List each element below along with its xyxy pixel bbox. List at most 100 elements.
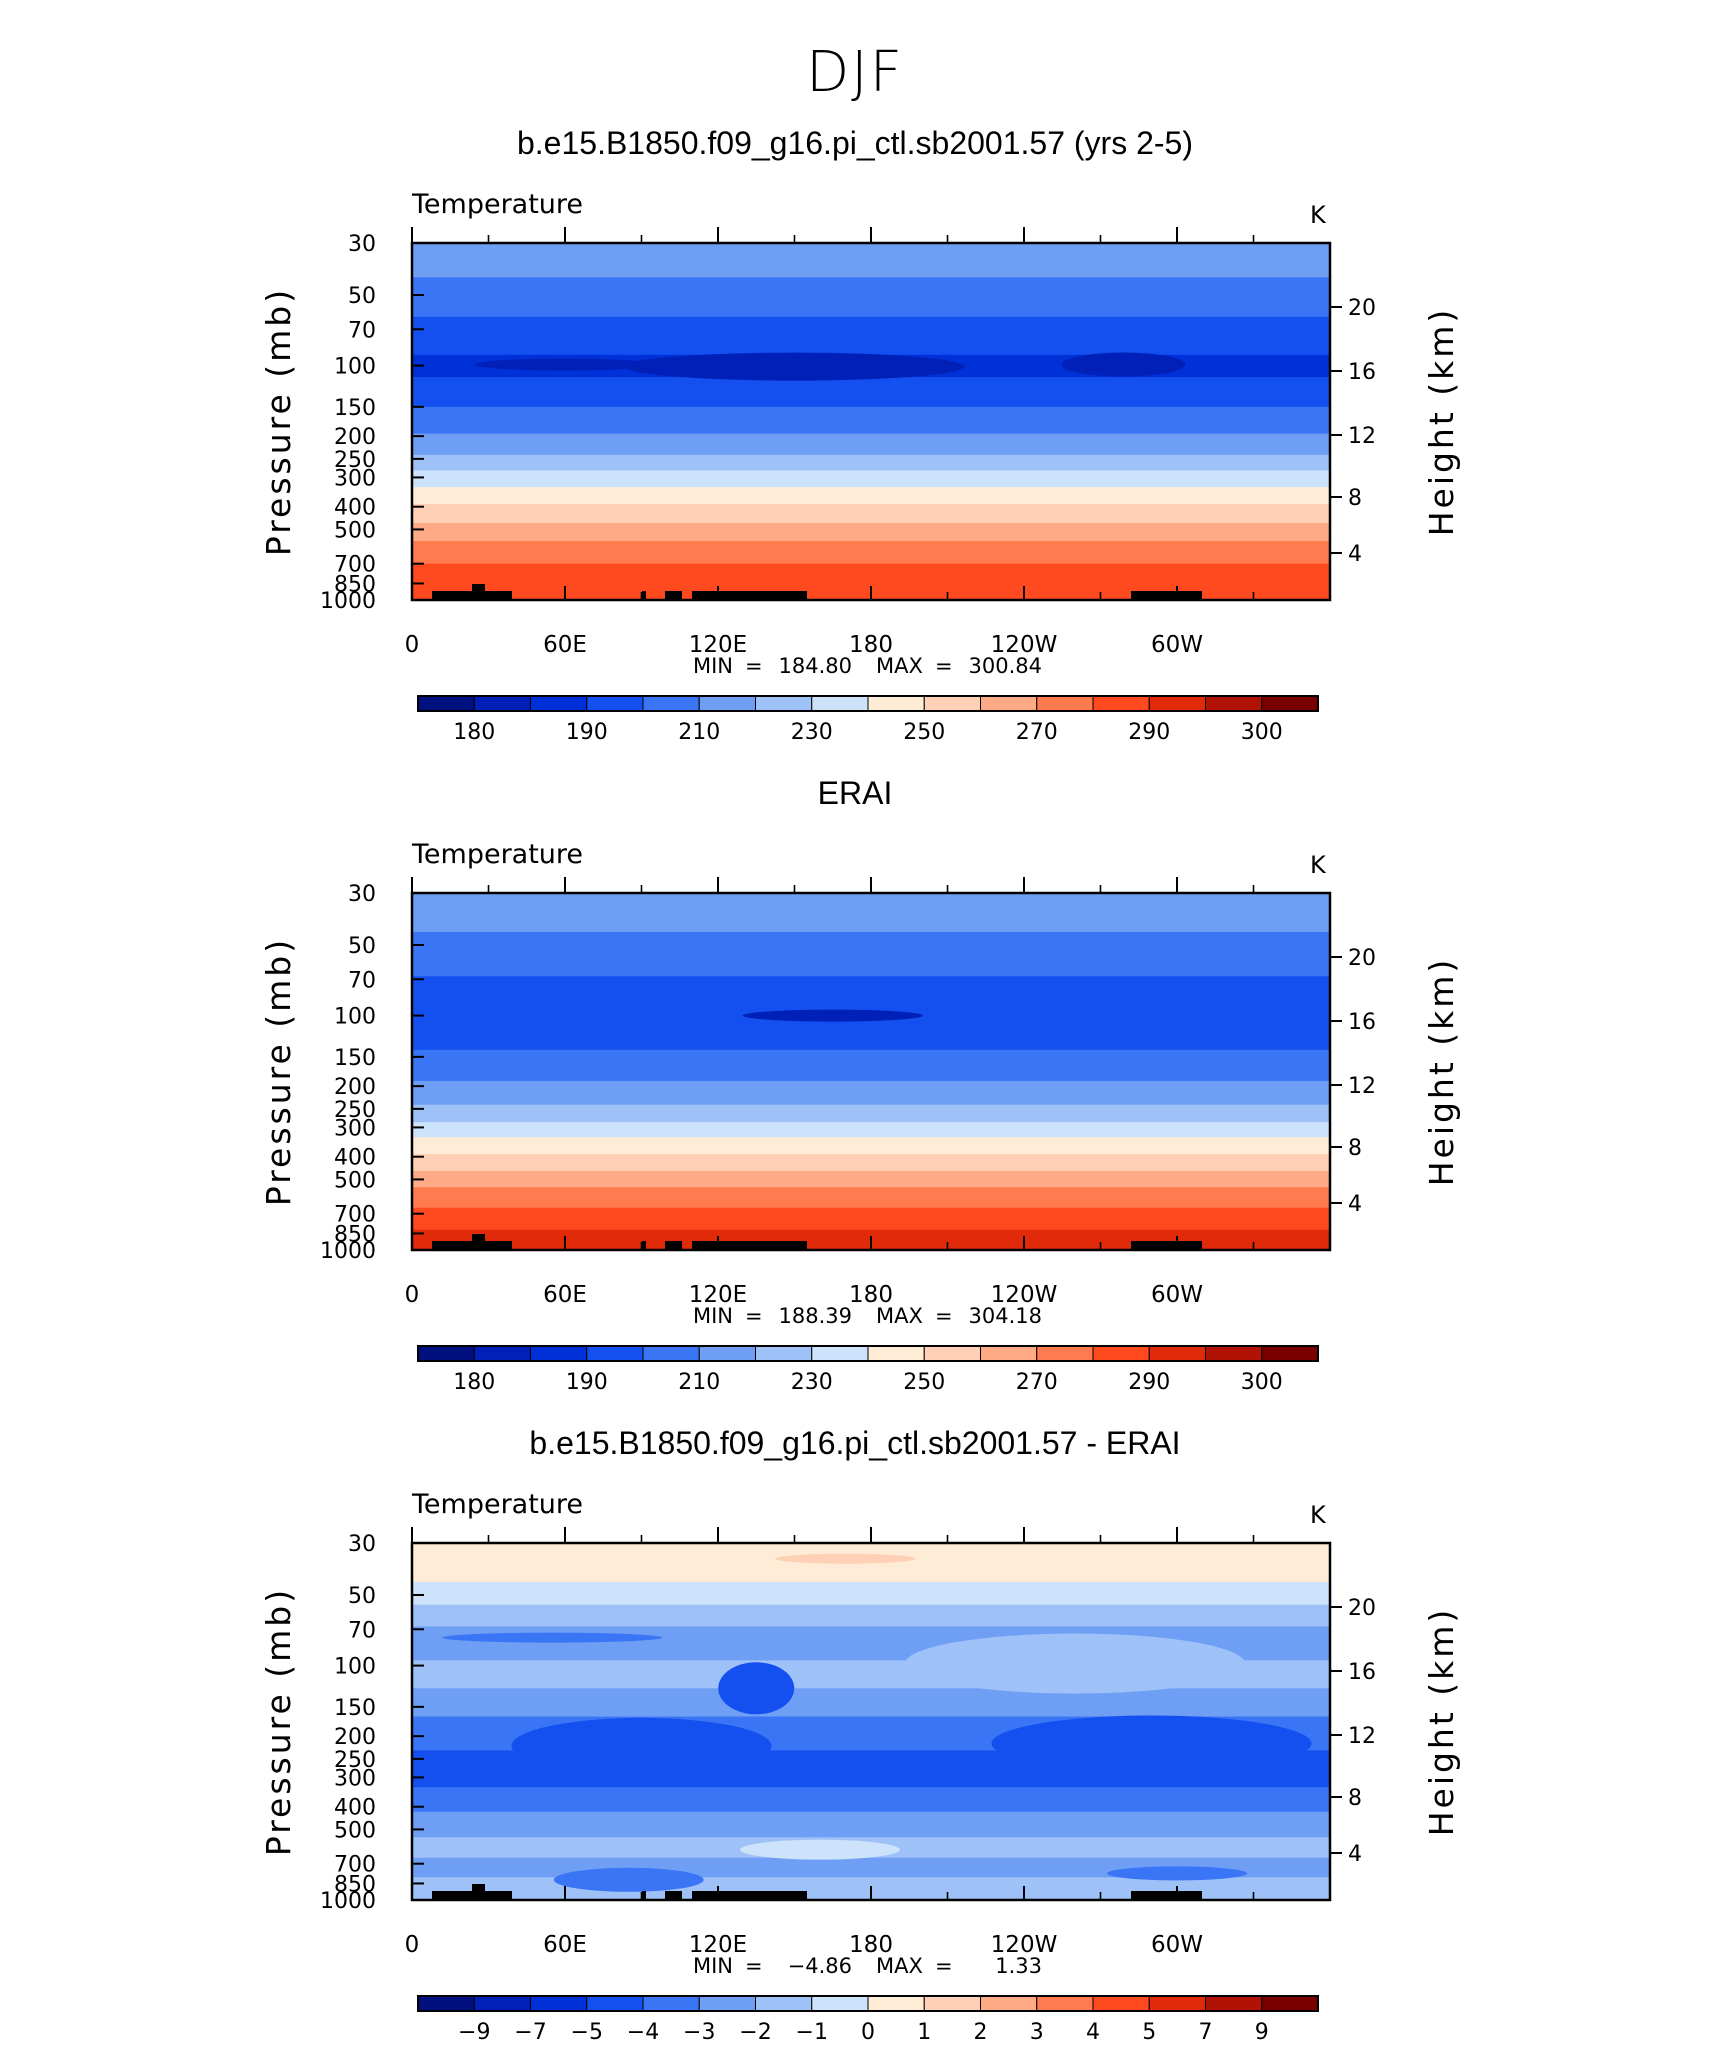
colorbar-label: 290 bbox=[1128, 720, 1170, 745]
colorbar-swatch bbox=[642, 695, 700, 712]
contour-band bbox=[412, 433, 1330, 456]
colorbar-swatch bbox=[755, 695, 813, 712]
contour-band bbox=[412, 1049, 1330, 1082]
colorbar-label: −3 bbox=[683, 2020, 715, 2045]
variable-label: Temperature bbox=[411, 839, 583, 870]
x-tick-label: 60W bbox=[1151, 1932, 1203, 1958]
contour-band bbox=[412, 1604, 1330, 1627]
anomaly-region bbox=[442, 1632, 663, 1643]
y-axis-right-title: Height (km) bbox=[1422, 957, 1461, 1187]
topography-block bbox=[472, 584, 485, 600]
x-tick-label: 0 bbox=[405, 1932, 420, 1958]
colorbar-label: −9 bbox=[458, 2020, 490, 2045]
colorbar-swatch bbox=[642, 1995, 700, 2012]
colorbar-swatch bbox=[1261, 1995, 1319, 2012]
x-tick-label: 180 bbox=[849, 1282, 893, 1308]
colorbar-swatch bbox=[923, 1345, 981, 1362]
topography-block bbox=[665, 1241, 682, 1250]
stat-max-label: MAX bbox=[876, 654, 923, 678]
colorbar-swatch bbox=[1205, 695, 1263, 712]
contour-band bbox=[412, 893, 1330, 933]
colorbar-swatch bbox=[980, 695, 1038, 712]
colorbar-swatch bbox=[1148, 1345, 1206, 1362]
contour-band bbox=[412, 1787, 1330, 1813]
contour-band bbox=[412, 377, 1330, 408]
y-right-tick-label: 4 bbox=[1348, 1192, 1362, 1217]
colorbar-label: 7 bbox=[1199, 2020, 1213, 2045]
y-tick-label: 400 bbox=[334, 1796, 376, 1821]
topography-block bbox=[642, 591, 646, 600]
colorbar-swatch bbox=[1261, 695, 1319, 712]
y-tick-label: 30 bbox=[348, 882, 376, 907]
y-tick-label: 100 bbox=[334, 355, 376, 380]
colorbar-swatch bbox=[1148, 1995, 1206, 2012]
variable-label: Temperature bbox=[411, 1489, 583, 1520]
topography bbox=[432, 1884, 1202, 1900]
anomaly-region bbox=[718, 1662, 795, 1715]
colorbar-swatch bbox=[417, 1345, 475, 1362]
topography-block bbox=[1131, 591, 1202, 600]
contour-band bbox=[412, 277, 1330, 318]
topography bbox=[432, 1234, 1202, 1250]
y-right-tick-label: 8 bbox=[1348, 486, 1362, 511]
contour-band bbox=[412, 1811, 1330, 1838]
chart-erai: 3050701001502002503004005007008501000201… bbox=[259, 839, 1461, 1395]
y-tick-label: 200 bbox=[334, 425, 376, 450]
colorbar-swatch bbox=[530, 1345, 588, 1362]
topography-block bbox=[472, 1884, 485, 1900]
anomaly-region bbox=[553, 1867, 704, 1892]
panel-title: ERAI bbox=[817, 775, 893, 811]
colorbar-swatch bbox=[417, 695, 475, 712]
contour-band bbox=[412, 1688, 1330, 1718]
colorbar-frame bbox=[417, 1345, 1319, 1362]
colorbar-swatch bbox=[698, 1995, 756, 2012]
colorbar-label: −2 bbox=[739, 2020, 771, 2045]
colorbar-swatch bbox=[923, 695, 981, 712]
contour-band bbox=[412, 931, 1330, 977]
panel-title: b.e15.B1850.f09_g16.pi_ctl.sb2001.57 - E… bbox=[529, 1425, 1181, 1461]
y-axis-right-title: Height (km) bbox=[1422, 1607, 1461, 1837]
colorbar-swatch bbox=[980, 1345, 1038, 1362]
colorbar-label: 4 bbox=[1086, 2020, 1100, 2045]
x-tick-label: 60E bbox=[543, 1932, 587, 1958]
y-tick-label: 700 bbox=[334, 553, 376, 578]
colorbar: −9 −7 −5 −4 −3 −2 −1 0 1 2 3 4 5 7 9 bbox=[417, 1995, 1319, 2045]
y-tick-label: 850 bbox=[334, 572, 376, 597]
y-right-tick-label: 16 bbox=[1348, 1660, 1376, 1685]
y-tick-label: 50 bbox=[348, 1584, 376, 1609]
y-tick-label: 400 bbox=[334, 496, 376, 521]
y-right-tick-label: 20 bbox=[1348, 296, 1376, 321]
colorbar-label: 290 bbox=[1128, 1370, 1170, 1395]
y-tick-label: 30 bbox=[348, 1532, 376, 1557]
stat-eq: = bbox=[935, 1304, 953, 1328]
colorbar-swatch bbox=[698, 695, 756, 712]
colorbar-swatch bbox=[530, 695, 588, 712]
anomaly-region bbox=[511, 1717, 772, 1774]
stat-max-value: 300.84 bbox=[969, 654, 1042, 678]
stat-eq: = bbox=[745, 654, 763, 678]
colorbar-label: 270 bbox=[1016, 1370, 1058, 1395]
contour-band bbox=[412, 487, 1330, 505]
colorbar-label: −4 bbox=[627, 2020, 659, 2045]
colorbar-swatch bbox=[1205, 1995, 1263, 2012]
contour-band bbox=[412, 523, 1330, 542]
stat-max-label: MAX bbox=[876, 1954, 923, 1978]
colorbar-label: 5 bbox=[1142, 2020, 1156, 2045]
stat-eq: = bbox=[935, 1954, 953, 1978]
colorbar-swatch bbox=[755, 1995, 813, 2012]
y-right-tick-label: 16 bbox=[1348, 1010, 1376, 1035]
contour-band bbox=[412, 504, 1330, 524]
x-tick-label: 120E bbox=[689, 1282, 747, 1308]
contour-band bbox=[412, 1104, 1330, 1123]
y-right-tick-label: 4 bbox=[1348, 542, 1362, 567]
y-right-tick-label: 12 bbox=[1348, 424, 1376, 449]
contour-band bbox=[412, 1080, 1330, 1106]
y-tick-label: 850 bbox=[334, 1222, 376, 1247]
topography-block bbox=[432, 591, 474, 600]
x-tick-label: 120W bbox=[991, 1282, 1058, 1308]
contour-band bbox=[412, 316, 1330, 356]
colorbar-frame bbox=[417, 1995, 1319, 2012]
y-right-tick-label: 8 bbox=[1348, 1136, 1362, 1161]
